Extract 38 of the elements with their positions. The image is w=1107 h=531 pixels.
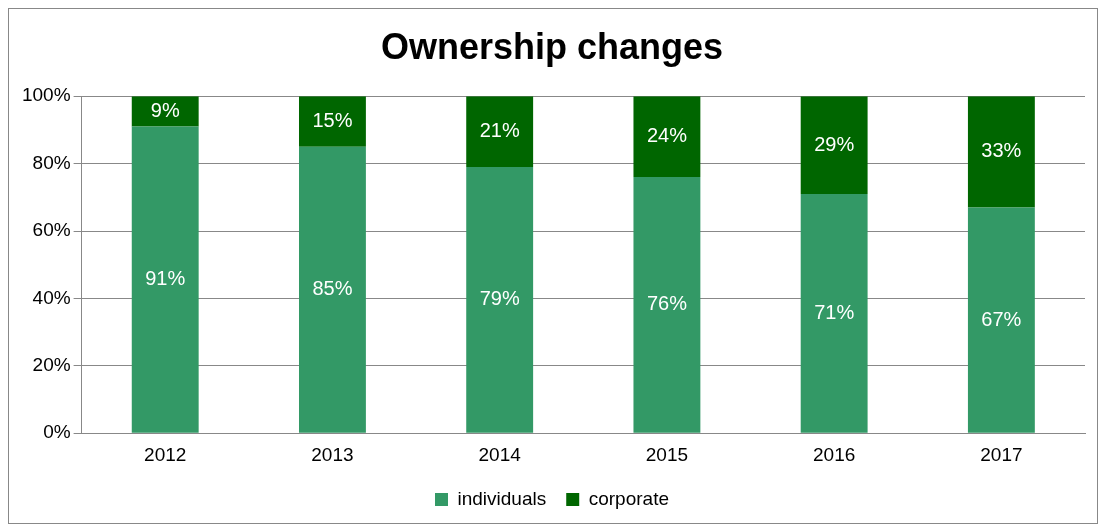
data-label: 15% (312, 108, 353, 131)
data-label: 33% (981, 139, 1022, 162)
x-tick-label: 2015 (645, 443, 689, 465)
bar (466, 96, 534, 167)
bar (800, 193, 868, 433)
x-tick-label: 2016 (813, 443, 856, 465)
y-tick-label: 40% (32, 286, 71, 308)
x-tick-label: 2017 (980, 443, 1023, 465)
bar (967, 96, 1035, 208)
bar (967, 207, 1035, 433)
bar (466, 166, 534, 433)
data-label: 9% (150, 98, 180, 121)
data-label: 85% (312, 277, 353, 300)
data-label: 67% (981, 307, 1022, 330)
data-label: 76% (646, 292, 688, 315)
y-tick-label: 60% (32, 219, 71, 241)
legend-label: individuals (457, 487, 547, 509)
data-label: 21% (479, 119, 520, 142)
bar (633, 96, 701, 178)
y-tick-label: 80% (32, 151, 71, 173)
bar (299, 96, 366, 147)
y-tick-label: 100% (21, 84, 71, 106)
bar (131, 126, 199, 433)
data-label: 79% (479, 287, 520, 310)
data-label: 71% (814, 300, 855, 323)
y-tick-label: 20% (32, 354, 71, 376)
y-tick-label: 0% (43, 421, 71, 443)
bar (633, 177, 701, 433)
data-label: 91% (145, 267, 186, 290)
bar (299, 146, 366, 433)
legend-label: corporate (588, 487, 670, 509)
x-tick-label: 2012 (144, 443, 187, 465)
x-tick-label: 2014 (478, 443, 522, 465)
bar (800, 96, 868, 194)
data-label: 29% (814, 132, 855, 155)
x-tick-label: 2013 (311, 443, 354, 465)
data-label: 24% (646, 124, 688, 147)
chart-title: Ownership changes (380, 25, 724, 67)
